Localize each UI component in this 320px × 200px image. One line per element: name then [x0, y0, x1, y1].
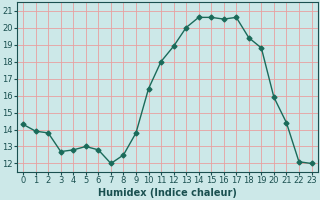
X-axis label: Humidex (Indice chaleur): Humidex (Indice chaleur) [98, 188, 237, 198]
